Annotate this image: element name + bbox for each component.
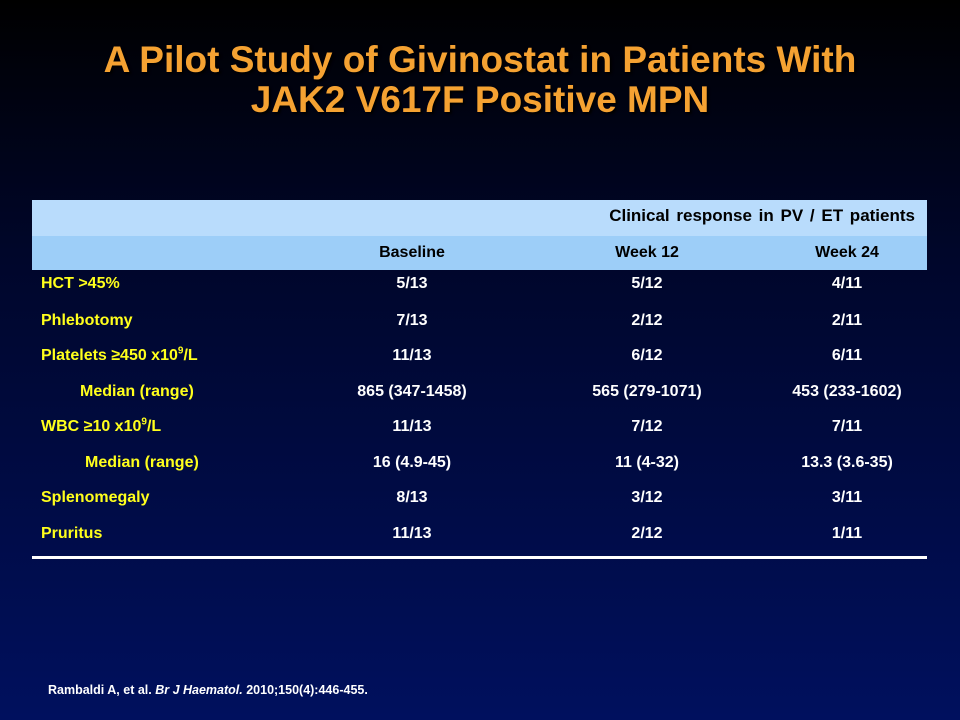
cell-week-24: 2/11 — [831, 311, 863, 329]
cell-week-12: 6/12 — [631, 347, 663, 364]
row-label: Phlebotomy — [41, 311, 133, 329]
cell-week-12: 3/12 — [631, 489, 663, 506]
row-label: HCT >45% — [41, 275, 120, 292]
table-row: Phlebotomy 7/13 2/12 2/11 — [32, 306, 927, 342]
title-line-2: JAK2 V617F Positive MPN — [250, 79, 710, 120]
row-label-text: WBC ≥10 x10 — [41, 418, 142, 435]
table-bottom-rule — [32, 556, 927, 559]
row-label-text: Platelets ≥450 x10 — [41, 347, 178, 364]
cell-week-24: 6/11 — [831, 347, 863, 364]
cell-baseline: 11/13 — [392, 524, 432, 542]
group-header-label: Clinical response in PV / ET patients — [609, 206, 915, 225]
row-label-unit: /L — [183, 347, 198, 364]
cell-week-12: 11 (4-32) — [614, 453, 680, 471]
cell-week-24: 1/11 — [831, 524, 863, 542]
row-label: Median (range) — [80, 382, 194, 400]
table-row: Median (range) 865 (347-1458) 565 (279-1… — [32, 377, 927, 413]
cell-baseline: 865 (347-1458) — [357, 382, 467, 400]
row-label: Platelets ≥450 x109/L — [41, 345, 198, 365]
cell-baseline: 11/13 — [392, 418, 432, 435]
slide-title: A Pilot Study of Givinostat in Patients … — [0, 40, 960, 120]
citation-journal: Br J Haematol. — [155, 683, 243, 697]
cell-week-24: 4/11 — [831, 275, 863, 292]
row-label-superscript: 9 — [177, 345, 184, 357]
row-label-unit: /L — [146, 418, 162, 435]
table-column-header: Baseline Week 12 Week 24 — [32, 236, 927, 270]
cell-baseline: 5/13 — [396, 275, 428, 292]
cell-week-12: 5/12 — [631, 275, 663, 292]
cell-week-12: 565 (279-1071) — [592, 382, 702, 400]
column-header-baseline: Baseline — [379, 244, 445, 261]
row-label-superscript: 9 — [141, 416, 147, 428]
row-label: WBC ≥10 x109/L — [41, 416, 162, 436]
cell-week-24: 7/11 — [831, 418, 863, 435]
cell-week-12: 7/12 — [631, 418, 663, 435]
cell-baseline: 16 (4.9-45) — [372, 453, 452, 471]
citation-authors: Rambaldi A, et al. — [48, 683, 156, 697]
cell-baseline: 11/13 — [392, 347, 432, 364]
cell-baseline: 8/13 — [396, 489, 428, 506]
row-label: Splenomegaly — [41, 489, 150, 506]
citation-details: 2010;150(4):446-455. — [242, 683, 368, 697]
table-row: WBC ≥10 x109/L 11/13 7/12 7/11 — [32, 412, 927, 448]
table-group-header: Clinical response in PV / ET patients — [32, 200, 927, 236]
cell-week-12: 2/12 — [631, 524, 663, 542]
cell-week-12: 2/12 — [631, 311, 663, 329]
table-row: HCT >45% 5/13 5/12 4/11 — [32, 270, 927, 306]
cell-baseline: 7/13 — [396, 311, 428, 329]
row-label: Median (range) — [85, 453, 199, 471]
cell-week-24: 13.3 (3.6-35) — [801, 453, 893, 471]
response-table: Clinical response in PV / ET patients Ba… — [32, 200, 927, 559]
cell-week-24: 453 (233-1602) — [792, 382, 902, 400]
cell-week-24: 3/11 — [831, 489, 863, 506]
column-header-week-24: Week 24 — [815, 244, 879, 261]
table-row: Pruritus 11/13 2/12 1/11 — [32, 519, 927, 555]
row-label: Pruritus — [41, 524, 103, 542]
table-row: Splenomegaly 8/13 3/12 3/11 — [32, 483, 927, 519]
title-line-1: A Pilot Study of Givinostat in Patients … — [103, 39, 857, 80]
table-row: Median (range) 16 (4.9-45) 11 (4-32) 13.… — [32, 448, 927, 484]
column-header-week-12: Week 12 — [615, 244, 679, 261]
citation: Rambaldi A, et al. Br J Haematol. 2010;1… — [48, 683, 368, 697]
table-row: Platelets ≥450 x109/L 11/13 6/12 6/11 — [32, 341, 927, 377]
